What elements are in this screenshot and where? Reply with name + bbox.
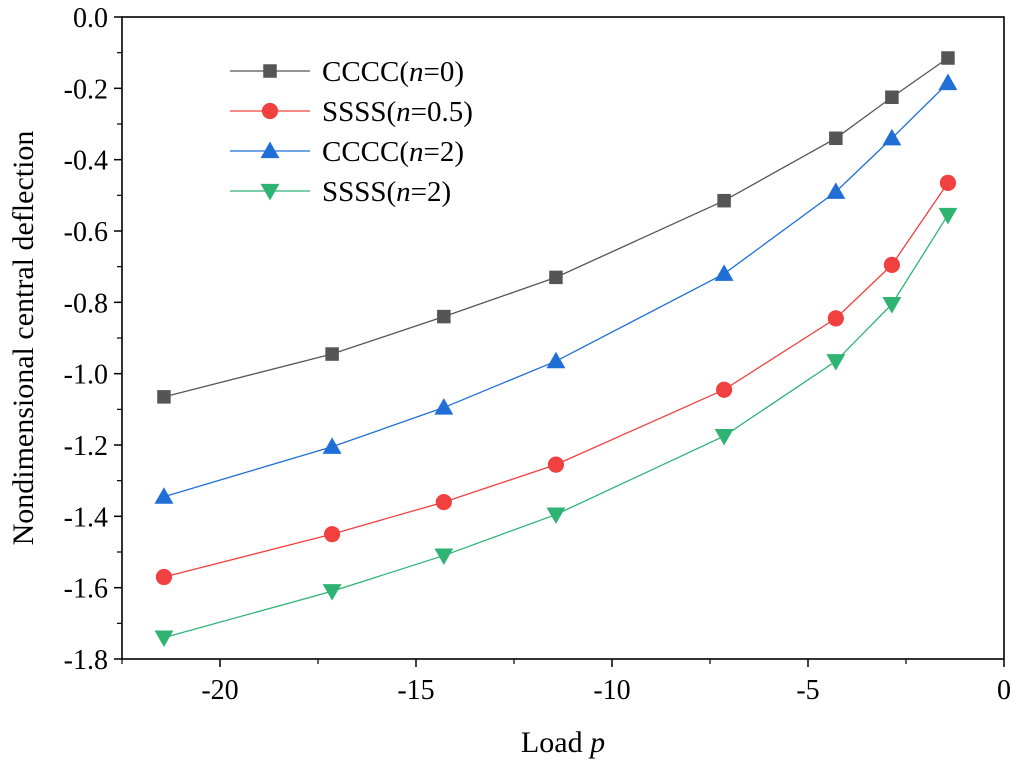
x-tick-label: -15 (397, 675, 434, 706)
y-tick-label: -0.4 (64, 146, 108, 177)
y-tick-label: 0.0 (73, 3, 108, 34)
legend-marker (261, 102, 279, 120)
legend-entry: CCCC(n=2) (230, 136, 464, 168)
data-point (938, 207, 958, 225)
data-point (324, 526, 341, 543)
data-point (322, 584, 342, 601)
y-tick-label: -0.6 (64, 217, 108, 248)
data-point (882, 297, 902, 314)
data-point (434, 548, 454, 566)
legend-label: SSSS(n=0.5) (322, 96, 473, 128)
data-point (829, 131, 843, 146)
legend-entry: SSSS(n=2) (230, 176, 451, 208)
data-point (882, 128, 902, 146)
y-tick-label: -0.8 (64, 288, 108, 319)
data-point (155, 568, 173, 586)
legend-marker (260, 141, 280, 159)
legend-label: CCCC(n=2) (322, 136, 464, 168)
series-0 (157, 51, 955, 404)
data-point (717, 193, 731, 208)
data-point (941, 51, 955, 65)
x-tick-label: -20 (201, 675, 238, 706)
legend-marker (263, 64, 277, 78)
data-point (434, 398, 454, 415)
data-point (716, 381, 733, 398)
x-axis-label: Load p (521, 726, 605, 759)
legend-marker (260, 183, 280, 201)
x-tick-label: -10 (593, 675, 630, 706)
series-line (163, 214, 949, 639)
data-point (325, 347, 339, 361)
series-line (163, 82, 949, 498)
series-1 (155, 174, 957, 586)
legend-label: CCCC(n=0) (322, 56, 464, 88)
data-point (549, 270, 563, 285)
data-point (546, 351, 566, 369)
x-tick-label: -5 (796, 675, 819, 706)
y-tick-label: -1.0 (64, 360, 108, 391)
legend-entry: CCCC(n=0) (230, 56, 464, 88)
data-point (939, 174, 957, 191)
x-axis-label-text: Load (521, 726, 590, 759)
data-point (157, 390, 171, 404)
y-tick-label: -1.6 (64, 574, 108, 605)
x-tick-label: 0 (997, 675, 1011, 706)
data-point (883, 256, 900, 273)
plot-frame (121, 16, 1005, 660)
y-axis-label: Nondimensional central deflection (7, 131, 40, 546)
data-point (714, 428, 734, 446)
series-line (163, 57, 949, 398)
series-line (163, 182, 949, 578)
legend-entry: SSSS(n=0.5) (230, 96, 473, 128)
data-point (546, 507, 566, 524)
series-2 (154, 73, 958, 504)
legend-label: SSSS(n=2) (322, 176, 451, 208)
data-point (827, 310, 844, 327)
data-point (154, 487, 174, 504)
data-point (322, 437, 342, 454)
x-axis-label-variable: p (588, 726, 605, 759)
data-point (714, 264, 734, 281)
data-point (826, 354, 846, 371)
data-point (938, 73, 958, 91)
data-point (154, 630, 174, 648)
data-point (435, 493, 452, 511)
data-point (437, 309, 451, 324)
data-point (885, 90, 899, 104)
y-tick-label: -0.2 (64, 74, 108, 105)
y-tick-label: -1.4 (64, 502, 108, 533)
data-point (547, 456, 565, 473)
data-point (826, 182, 846, 199)
y-tick-label: -1.2 (64, 431, 108, 462)
series-3 (154, 207, 958, 648)
y-tick-label: -1.8 (64, 645, 108, 676)
